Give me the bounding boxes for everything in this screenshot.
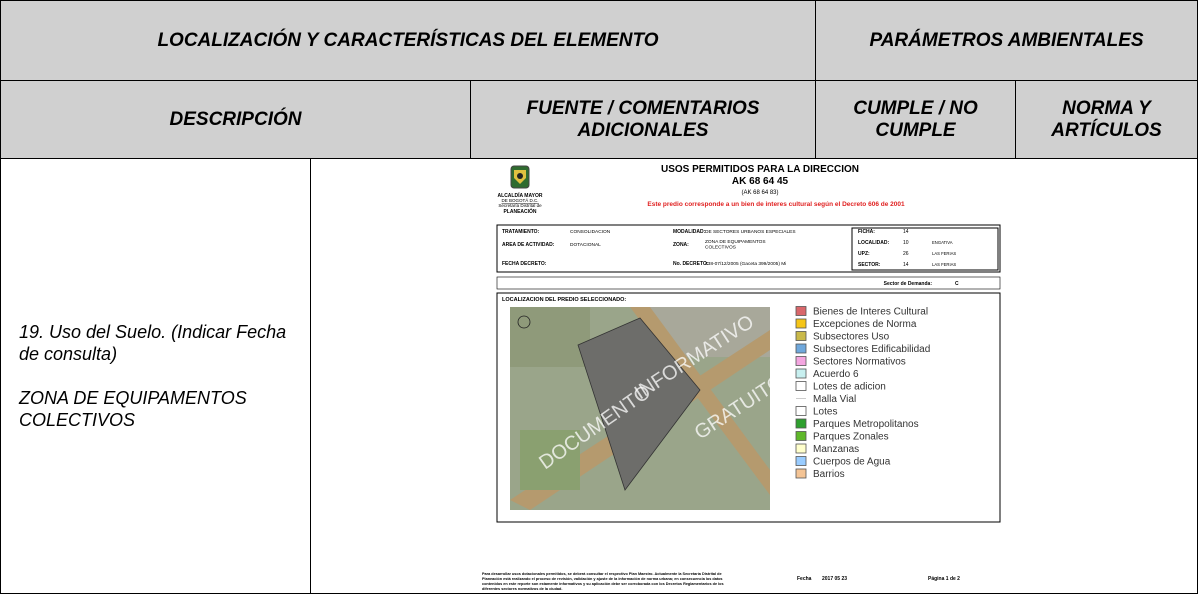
doc-notice: Este predio corresponde a un bien de int… — [647, 201, 905, 208]
legend-swatch — [795, 318, 807, 329]
side-label: UPZ: — [858, 251, 870, 257]
footer-line: contenidos en este reporte son estamente… — [482, 582, 724, 586]
subheader-text: FUENTE / COMENTARIOS ADICIONALES — [526, 97, 760, 141]
header-text: LOCALIZACIÓN Y CARACTERÍSTICAS DEL ELEME… — [157, 29, 659, 51]
description-cell: 19. Uso del Suelo. (Indicar Fecha de con… — [0, 158, 311, 594]
field-label: TRATAMIENTO: — [502, 229, 540, 235]
field-label: AREA DE ACTIVIDAD: — [502, 242, 555, 248]
subheader-cell: DESCRIPCIÓN — [0, 80, 471, 159]
legend-swatch — [795, 431, 807, 441]
side-code: 14 — [903, 229, 909, 235]
legend-label: Manzanas — [813, 444, 859, 455]
side-name: ENGATIVA — [932, 240, 953, 245]
subheader-cell: CUMPLE / NO CUMPLE — [815, 80, 1016, 159]
logo-text: Secretaría Distrital de — [498, 203, 542, 208]
header-cell: PARÁMETROS AMBIENTALES — [815, 0, 1198, 81]
field-value: CONSOLIDACION — [570, 229, 611, 235]
side-label: SECTOR: — [858, 262, 881, 268]
subheader-text: CUMPLE / NO CUMPLE — [853, 97, 978, 141]
logo-text: PLANEACIÓN — [503, 207, 536, 215]
legend-label: Barrios — [813, 469, 845, 480]
doc-title: USOS PERMITIDOS PARA LA DIRECCION — [661, 164, 859, 175]
doc-address: AK 68 64 45 — [732, 176, 789, 187]
legend-label: Acuerdo 6 — [813, 369, 859, 380]
field-label: No. DECRETO: — [673, 261, 709, 267]
demand-value: C — [955, 281, 959, 287]
doc-address-alt: (AK 68 64 83) — [741, 190, 778, 196]
header-cell: LOCALIZACIÓN Y CARACTERÍSTICAS DEL ELEME… — [0, 0, 816, 81]
demand-box — [496, 276, 1001, 290]
legend-label: Malla Vial — [813, 394, 856, 405]
field-value: 438-07/12/2005 (Gaceta 399/2005) Mi — [705, 261, 786, 267]
legend-swatch — [795, 406, 807, 416]
field-value: DE SECTORES URBANOS ESPECIALES — [705, 229, 796, 235]
map-box — [496, 292, 1001, 523]
field-label: ZONA: — [673, 242, 689, 248]
subheader-text: NORMA Y ARTÍCULOS — [1051, 97, 1162, 141]
page-number: Página 1 de 2 — [928, 576, 960, 582]
description: 19. Uso del Suelo. (Indicar Fecha de con… — [19, 322, 287, 364]
legend-swatch — [795, 356, 807, 366]
field-label: FECHA DECRETO: — [502, 261, 547, 267]
zone: ZONA DE EQUIPAMENTOS COLECTIVOS — [19, 388, 247, 430]
date-label: Fecha — [797, 576, 812, 582]
side-label: FICHA: — [858, 229, 875, 235]
side-name: LAS FERIAS — [932, 251, 956, 256]
logo — [510, 165, 530, 189]
legend-swatch — [795, 418, 807, 429]
date: 2017 05 23 — [822, 576, 847, 582]
side-code: 26 — [903, 251, 909, 257]
legend-label: Subsectores Edificabilidad — [813, 344, 930, 355]
footer-line: diferentes sectores normativos de la ciu… — [482, 587, 562, 591]
side-box — [851, 227, 999, 271]
subheader-cell: NORMA Y ARTÍCULOS — [1015, 80, 1198, 159]
logo-text: ALCALDÍA MAYOR — [498, 191, 543, 199]
demand-label: Sector de Demanda: — [884, 281, 933, 287]
legend-label: Cuerpos de Agua — [813, 457, 891, 468]
legend-label: Sectores Normativos — [813, 357, 906, 368]
legend-label: Subsectores Uso — [813, 332, 890, 343]
footer-line: Planeación está realizando el proceso de… — [482, 577, 723, 581]
legend-swatch — [795, 381, 807, 391]
logo-text: DE BOGOTÁ D.C. — [501, 197, 538, 203]
legend-label: Excepciones de Norma — [813, 319, 917, 330]
side-label: LOCALIDAD: — [858, 240, 889, 246]
fields-box — [496, 224, 1001, 273]
legend-swatch — [795, 456, 807, 466]
legend-swatch — [795, 331, 807, 341]
map-title: LOCALIZACION DEL PREDIO SELECCIONADO: — [502, 297, 626, 303]
header-text: PARÁMETROS AMBIENTALES — [869, 29, 1144, 51]
field-value: DOTACIONAL — [570, 242, 601, 248]
side-code: 14 — [903, 262, 909, 268]
legend-label: Lotes — [813, 407, 837, 418]
map — [510, 307, 770, 510]
subheader-text: DESCRIPCIÓN — [169, 108, 302, 130]
field-value: ZONA DE EQUIPAMENTOS COLECTIVOS — [705, 239, 766, 251]
legend-label: Lotes de adicion — [813, 382, 886, 393]
legend-label: Parques Metropolitanos — [813, 419, 919, 430]
legend-swatch — [795, 368, 807, 379]
legend-swatch — [795, 306, 807, 316]
side-code: 10 — [903, 240, 909, 246]
legend-swatch — [795, 468, 807, 479]
legend-swatch — [795, 343, 807, 354]
legend-swatch — [795, 443, 807, 454]
footer-line: Para desarrollar usos dotacionales permi… — [482, 572, 722, 576]
legend-label: Bienes de Interes Cultural — [813, 307, 928, 318]
legend-label: Parques Zonales — [813, 432, 889, 443]
side-name: LAS FERIAS — [932, 262, 956, 267]
field-label: MODALIDAD: — [673, 229, 706, 235]
